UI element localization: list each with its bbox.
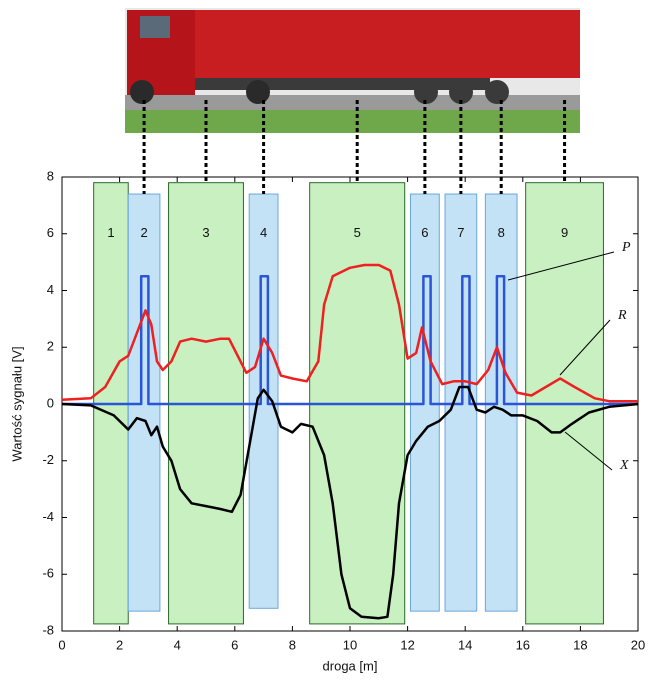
region [248,193,279,609]
x-tick-label: 18 [573,637,587,652]
y-tick-label: 8 [47,168,54,183]
region-label: 7 [457,225,464,240]
y-tick-label: 2 [47,339,54,354]
x-tick-label: 8 [289,637,296,652]
x-tick-label: 0 [58,637,65,652]
cab-window [140,16,170,38]
x-tick-label: 6 [231,637,238,652]
region-label: 1 [107,225,114,240]
chassis [190,78,490,90]
x-tick-label: 12 [400,637,414,652]
wheel [449,80,473,104]
region-label: 2 [140,225,147,240]
leader-line [559,319,611,376]
truck-photo [125,8,580,133]
region-label: 8 [498,225,505,240]
region [484,193,518,612]
y-tick-label: -4 [42,509,54,524]
leader-line [564,431,613,471]
x-tick-label: 20 [631,637,645,652]
wheel [246,80,270,104]
trailer [190,10,580,78]
series-label: X [619,458,629,473]
grass [125,110,580,133]
x-tick-label: 4 [174,637,181,652]
series-line [62,275,638,406]
series-label: P [621,240,631,255]
series-line [61,263,638,403]
region [444,193,478,612]
y-tick-label: 0 [47,395,54,410]
wheel [485,80,509,104]
x-tick-label: 2 [116,637,123,652]
y-tick-label: -8 [42,622,54,637]
y-tick-label: 4 [47,282,54,297]
region-label: 5 [354,225,361,240]
series-label: R [617,308,627,323]
y-tick-label: -6 [42,566,54,581]
y-tick-label: -2 [42,452,54,467]
wheel [414,80,438,104]
series-line [61,385,639,620]
region-label: 4 [260,225,267,240]
x-tick-label: 16 [516,637,530,652]
x-axis-label: droga [m] [323,658,378,673]
wheel [130,80,154,104]
region [409,193,440,612]
region [127,193,161,612]
region-label: 9 [561,225,568,240]
region-label: 3 [202,225,209,240]
y-axis-label: Wartość sygnału [V] [9,346,24,461]
plot: 1 2 3 4 5 6 7 8 90 2 4 6 8 10 12 14 16 18 20-8-6-4-202468P… [42,168,645,652]
x-tick-label: 10 [343,637,357,652]
y-tick-label: 6 [47,225,54,240]
leader-line [507,251,615,281]
region-label: 6 [421,225,428,240]
x-tick-label: 14 [458,637,472,652]
